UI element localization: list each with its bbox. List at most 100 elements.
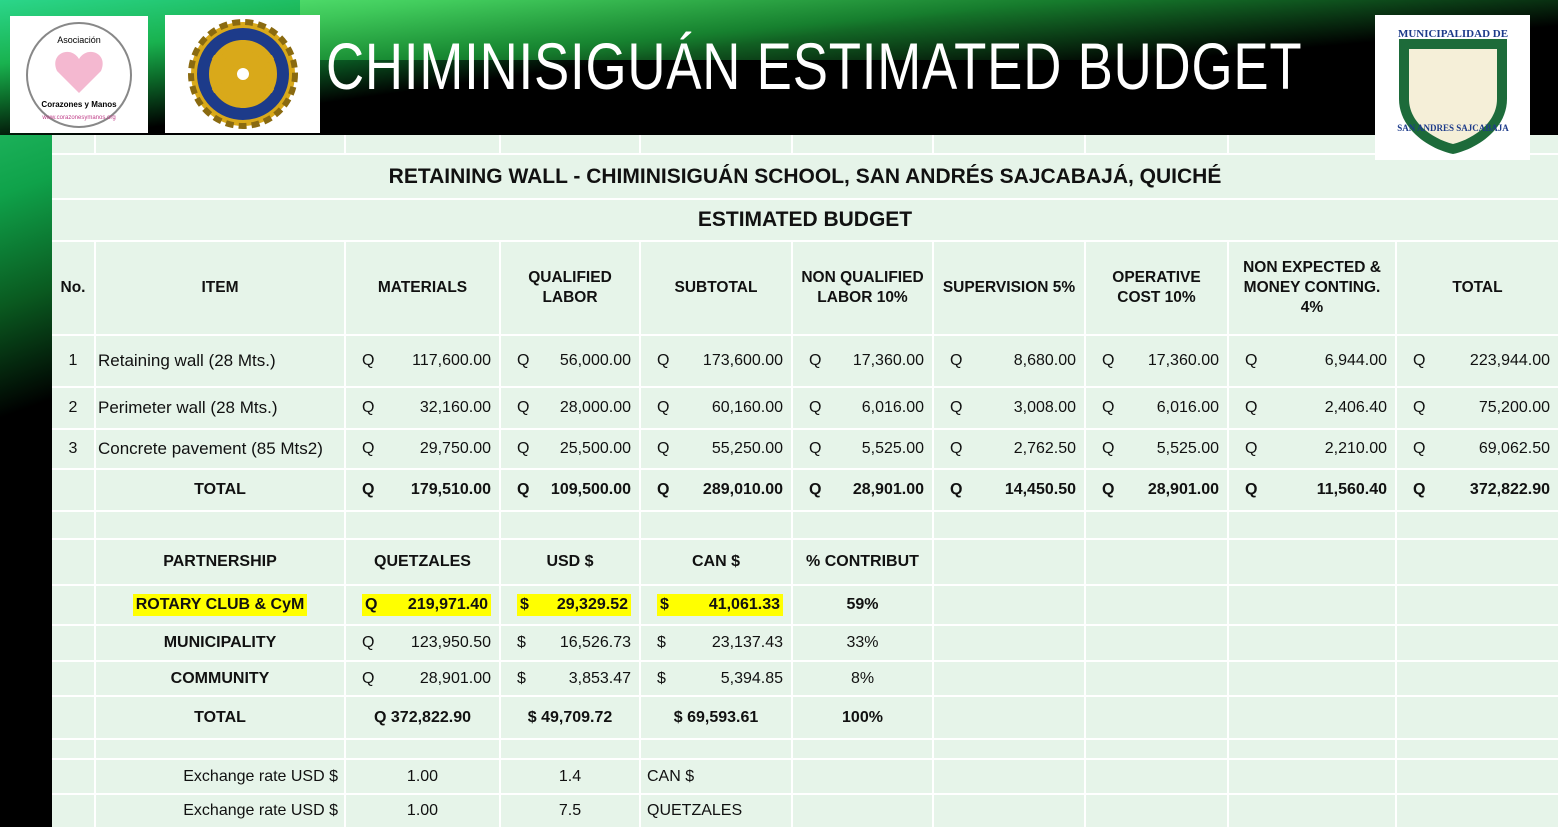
partner-name: COMMUNITY: [96, 662, 344, 695]
empty-cell: [1086, 626, 1227, 660]
item-name-text: Retaining wall (28 Mts.): [98, 351, 276, 370]
amount-value: 69,062.50: [1478, 440, 1550, 457]
partnership-header-label: USD $: [546, 553, 594, 570]
total-amount-cell: Q 372,822.90: [1397, 470, 1558, 510]
partnership-total-value: 100%: [842, 708, 883, 726]
currency-symbol: Q: [362, 352, 375, 369]
contribution-can: $5,394.85: [641, 662, 791, 695]
empty-cell: [1086, 760, 1227, 793]
partner-name: MUNICIPALITY: [96, 626, 344, 660]
currency-symbol: Q: [1102, 352, 1115, 369]
exchange-unit: QUETZALES: [641, 795, 791, 827]
amount-value: 5,525.00: [861, 440, 924, 457]
partnership-header: CAN $: [641, 540, 791, 584]
empty-cell: [793, 795, 932, 827]
exchange-base-value: 1.00: [406, 767, 439, 785]
highlight: Q 219,971.40: [362, 594, 491, 616]
contribution-q: Q 219,971.40: [346, 586, 499, 624]
amount-value: 6,016.00: [861, 399, 924, 416]
currency-symbol: Q: [1102, 481, 1115, 498]
column-header-label: No.: [60, 279, 86, 296]
exchange-label-text: Exchange rate USD $: [183, 802, 338, 819]
partnership-total-usd: $ 49,709.72: [501, 697, 639, 738]
currency-symbol: Q: [950, 440, 963, 457]
amount-value: 5,525.00: [1156, 440, 1219, 457]
column-header-label: TOTAL: [1452, 279, 1503, 296]
contribution-value: 219,971.40: [407, 596, 488, 613]
total-label: TOTAL: [96, 470, 344, 510]
empty-cell: [96, 135, 344, 153]
contribution-percent-text: 33%: [846, 634, 879, 651]
currency-symbol: Q: [657, 352, 670, 369]
currency-symbol: Q: [1102, 399, 1115, 416]
partnership-total-label-text: TOTAL: [194, 708, 246, 726]
empty-cell: [1397, 760, 1558, 793]
empty-cell: [1229, 740, 1395, 758]
partnership-total-can: $ 69,593.61: [641, 697, 791, 738]
row-number: 1: [52, 336, 94, 386]
empty-cell: [1397, 697, 1558, 738]
empty-cell: [346, 512, 499, 538]
partner-name-text: COMMUNITY: [170, 669, 270, 687]
empty-cell: [52, 697, 94, 738]
currency-symbol: Q: [657, 399, 670, 416]
column-header-label: NON QUALIFIED LABOR 10%: [801, 269, 924, 306]
amount-cell: Q 2,406.40: [1229, 388, 1395, 428]
total-amount-value: 11,560.40: [1316, 481, 1387, 498]
contribution-value: 3,853.47: [568, 669, 631, 687]
currency-symbol: Q: [517, 481, 530, 498]
exchange-rate-value: 1.4: [558, 767, 582, 785]
exchange-label: Exchange rate USD $: [96, 760, 344, 793]
amount-cell: Q 60,160.00: [641, 388, 791, 428]
column-header-label: ITEM: [201, 279, 239, 296]
amount-cell: Q 6,016.00: [793, 388, 932, 428]
column-header: TOTAL: [1397, 242, 1558, 334]
total-amount-value: 179,510.00: [410, 481, 491, 498]
currency-symbol: Q: [362, 481, 375, 498]
partnership-total-q: Q 372,822.90: [346, 697, 499, 738]
item-name: Perimeter wall (28 Mts.): [96, 388, 344, 428]
item-name: Concrete pavement (85 Mts2): [96, 430, 344, 468]
amount-value: 6,944.00: [1324, 352, 1387, 369]
sheet-title-cell: RETAINING WALL - CHIMINISIGUÁN SCHOOL, S…: [52, 155, 1558, 198]
empty-cell: [934, 697, 1084, 738]
partnership-header: QUETZALES: [346, 540, 499, 584]
currency-symbol: Q: [365, 596, 378, 613]
empty-cell: [1086, 740, 1227, 758]
empty-cell: [52, 512, 94, 538]
column-header: MATERIALS: [346, 242, 499, 334]
slide-title: CHIMINISIGUÁN ESTIMATED BUDGET: [326, 29, 1303, 103]
total-amount-value: 28,901.00: [1147, 481, 1219, 498]
currency-symbol: Q: [1413, 399, 1426, 416]
currency-symbol: Q: [950, 399, 963, 416]
currency-symbol: Q: [362, 634, 375, 651]
empty-cell: [52, 740, 94, 758]
empty-cell: [1229, 760, 1395, 793]
currency-symbol: Q: [950, 481, 963, 498]
amount-value: 6,016.00: [1156, 399, 1219, 416]
amount-value: 2,762.50: [1013, 440, 1076, 457]
currency-symbol: Q: [657, 440, 670, 457]
empty-cell: [641, 512, 791, 538]
currency-symbol: Q: [517, 399, 530, 416]
contribution-value: 28,901.00: [419, 669, 491, 687]
exchange-base-value: 1.00: [406, 802, 439, 819]
empty-cell: [1397, 540, 1558, 584]
currency-symbol: Q: [517, 352, 530, 369]
currency-symbol: Q: [362, 440, 375, 457]
empty-cell: [52, 760, 94, 793]
empty-cell: [1229, 135, 1395, 153]
total-amount-value: 14,450.50: [1004, 481, 1076, 498]
currency-symbol: $: [517, 669, 526, 687]
contribution-value: 5,394.85: [720, 669, 783, 687]
amount-cell: Q 223,944.00: [1397, 336, 1558, 386]
empty-cell: [934, 740, 1084, 758]
empty-cell: [52, 470, 94, 510]
amount-cell: Q 6,944.00: [1229, 336, 1395, 386]
amount-cell: Q 17,360.00: [1086, 336, 1227, 386]
partnership-header-label: CAN $: [691, 553, 740, 570]
contribution-percent: 33%: [793, 626, 932, 660]
column-header-label: QUALIFIED LABOR: [528, 269, 612, 306]
column-header: No.: [52, 242, 94, 334]
empty-cell: [934, 135, 1084, 153]
